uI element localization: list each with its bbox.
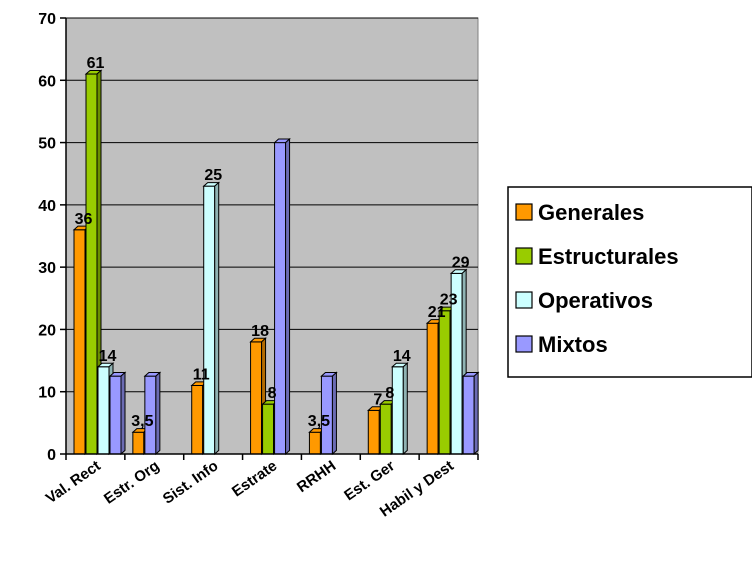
data-label-estructurales-5: 8 (385, 385, 394, 402)
y-tick-label-20: 20 (38, 322, 56, 339)
x-tick-label-1: Estr. Org (101, 457, 163, 507)
data-label-operativos-0: 14 (99, 348, 117, 365)
data-label-operativos-2: 25 (204, 167, 222, 184)
bars (72, 69, 480, 456)
legend-box (507, 186, 752, 378)
data-label-generales-5: 7 (373, 391, 382, 408)
legend-swatch-3 (515, 335, 533, 353)
bar-side (331, 371, 337, 456)
y-tick-label-0: 0 (47, 447, 56, 464)
y-tick-label-10: 10 (38, 385, 56, 402)
bar-side (285, 137, 291, 456)
bar-mixtos-6 (461, 371, 480, 456)
data-label-estructurales-0: 61 (87, 55, 105, 72)
x-tick-label-3: Estrate (229, 457, 280, 500)
bar-operativos-2 (202, 181, 221, 456)
bar-operativos-5 (390, 362, 409, 456)
bar-front (367, 409, 380, 455)
bar-side (120, 371, 126, 456)
y-tick-label-40: 40 (38, 198, 56, 215)
data-label-operativos-6: 29 (452, 254, 470, 271)
bar-front (97, 366, 110, 455)
legend-label-2: Operativos (538, 288, 653, 313)
bar-side (155, 371, 161, 456)
bar-mixtos-3 (273, 137, 291, 456)
bar-front (191, 384, 204, 455)
data-label-generales-3: 18 (251, 323, 269, 340)
legend-swatch-2 (515, 291, 533, 309)
data-label-estructurales-3: 8 (268, 385, 277, 402)
legend: Generales Estructurales Operativos Mixtos (507, 186, 752, 378)
bar-front (379, 403, 392, 455)
legend-label-1: Estructurales (538, 244, 679, 269)
plot-background (65, 17, 479, 455)
legend-label-3: Mixtos (538, 332, 608, 357)
bar-mixtos-1 (143, 371, 162, 456)
x-tick-label-0: Val. Rect (43, 457, 104, 507)
bar-side (402, 362, 408, 456)
bar-front (132, 431, 145, 455)
legend-swatch-0 (515, 203, 533, 221)
bar-front (308, 431, 321, 455)
bar-side (473, 371, 479, 456)
data-label-generales-0: 36 (75, 211, 93, 228)
bar-front (462, 375, 475, 455)
bar-front (262, 403, 275, 455)
data-label-generales-4: 3,5 (308, 413, 330, 430)
legend-swatch-1 (515, 247, 533, 265)
bar-front (250, 341, 263, 455)
bar-side (214, 181, 220, 456)
bar-mixtos-0 (108, 371, 127, 456)
data-label-generales-6: 21 (428, 304, 446, 321)
bar-front (438, 310, 451, 455)
data-label-generales-1: 3,5 (131, 413, 153, 430)
y-tick-label-50: 50 (38, 136, 56, 153)
bar-front (109, 375, 122, 455)
bar-front (203, 185, 216, 455)
bar-front (85, 73, 98, 455)
bar-front (426, 322, 439, 455)
data-label-generales-2: 11 (193, 366, 210, 383)
legend-label-0: Generales (538, 200, 644, 225)
data-label-operativos-5: 14 (393, 348, 411, 365)
y-tick-label-70: 70 (38, 11, 56, 28)
data-label-estructurales-6: 23 (440, 292, 458, 309)
bar-front (274, 142, 287, 455)
bar-front (391, 366, 404, 455)
gridlines (66, 17, 478, 393)
x-tick-label-4: RRHH (294, 457, 339, 496)
y-tick-label-60: 60 (38, 73, 56, 90)
bar-front (73, 229, 86, 455)
y-tick-label-30: 30 (38, 260, 56, 277)
bar-mixtos-4 (320, 371, 338, 456)
x-tick-label-2: Sist. Info (160, 457, 222, 507)
